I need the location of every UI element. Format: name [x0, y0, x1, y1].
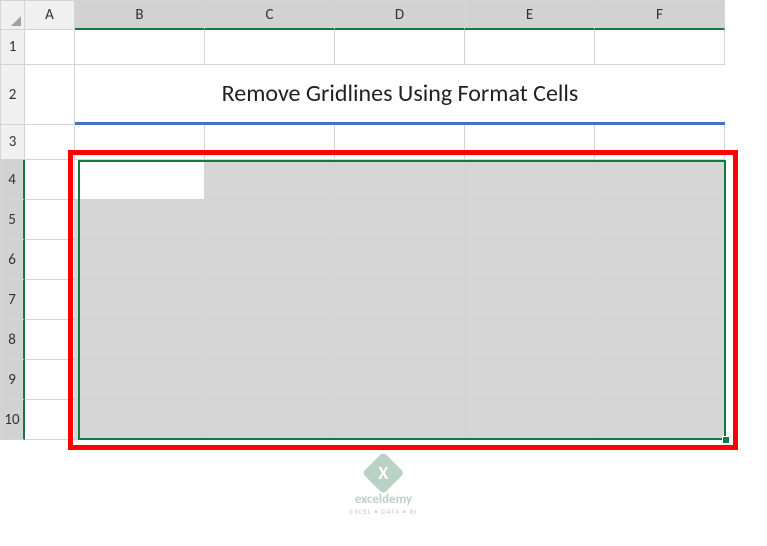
- cell-a1[interactable]: [25, 30, 75, 65]
- cell-c9[interactable]: [205, 360, 335, 400]
- col-header-d[interactable]: D: [335, 0, 465, 30]
- row-header-5[interactable]: 5: [0, 200, 25, 240]
- cell-d6[interactable]: [335, 240, 465, 280]
- cell-f6[interactable]: [595, 240, 725, 280]
- cell-c4[interactable]: [205, 160, 335, 200]
- select-all-corner[interactable]: [0, 0, 25, 30]
- cell-c7[interactable]: [205, 280, 335, 320]
- cell-a2[interactable]: [25, 65, 75, 125]
- cell-a4[interactable]: [25, 160, 75, 200]
- cell-c1[interactable]: [205, 30, 335, 65]
- cell-f8[interactable]: [595, 320, 725, 360]
- cell-f5[interactable]: [595, 200, 725, 240]
- cell-d10[interactable]: [335, 400, 465, 440]
- cell-e7[interactable]: [465, 280, 595, 320]
- cell-a7[interactable]: [25, 280, 75, 320]
- cell-d5[interactable]: [335, 200, 465, 240]
- row-header-3[interactable]: 3: [0, 125, 25, 160]
- cell-f7[interactable]: [595, 280, 725, 320]
- col-header-c[interactable]: C: [205, 0, 335, 30]
- cell-e6[interactable]: [465, 240, 595, 280]
- cell-f10[interactable]: [595, 400, 725, 440]
- row-header-6[interactable]: 6: [0, 240, 25, 280]
- cell-f4[interactable]: [595, 160, 725, 200]
- cell-f3[interactable]: [595, 125, 725, 160]
- cell-d9[interactable]: [335, 360, 465, 400]
- cell-c3[interactable]: [205, 125, 335, 160]
- cell-e10[interactable]: [465, 400, 595, 440]
- row-header-4[interactable]: 4: [0, 160, 25, 200]
- cell-a10[interactable]: [25, 400, 75, 440]
- cell-e4[interactable]: [465, 160, 595, 200]
- cell-f9[interactable]: [595, 360, 725, 400]
- cell-a9[interactable]: [25, 360, 75, 400]
- cell-b1[interactable]: [75, 30, 205, 65]
- row-header-7[interactable]: 7: [0, 280, 25, 320]
- cell-b8[interactable]: [75, 320, 205, 360]
- cell-c5[interactable]: [205, 200, 335, 240]
- cell-b3[interactable]: [75, 125, 205, 160]
- row-header-8[interactable]: 8: [0, 320, 25, 360]
- cell-d4[interactable]: [335, 160, 465, 200]
- col-header-b[interactable]: B: [75, 0, 205, 30]
- cell-a6[interactable]: [25, 240, 75, 280]
- cell-b6[interactable]: [75, 240, 205, 280]
- cell-e9[interactable]: [465, 360, 595, 400]
- watermark-logo-icon: [362, 452, 404, 494]
- cell-b10[interactable]: [75, 400, 205, 440]
- col-header-f[interactable]: F: [595, 0, 725, 30]
- cell-b9[interactable]: [75, 360, 205, 400]
- cell-d8[interactable]: [335, 320, 465, 360]
- watermark-brand: exceldemy: [355, 492, 412, 507]
- cell-c8[interactable]: [205, 320, 335, 360]
- cell-b7[interactable]: [75, 280, 205, 320]
- cell-a8[interactable]: [25, 320, 75, 360]
- selection-handle[interactable]: [722, 436, 730, 444]
- cell-e1[interactable]: [465, 30, 595, 65]
- row-header-9[interactable]: 9: [0, 360, 25, 400]
- cell-e3[interactable]: [465, 125, 595, 160]
- cell-b4[interactable]: [75, 160, 205, 200]
- watermark-tagline: EXCEL • DATA • BI: [350, 507, 417, 516]
- cell-c10[interactable]: [205, 400, 335, 440]
- watermark: exceldemy EXCEL • DATA • BI: [350, 458, 417, 516]
- row-header-2[interactable]: 2: [0, 65, 25, 125]
- cell-b5[interactable]: [75, 200, 205, 240]
- cell-c6[interactable]: [205, 240, 335, 280]
- row-header-1[interactable]: 1: [0, 30, 25, 65]
- cell-d3[interactable]: [335, 125, 465, 160]
- cell-e5[interactable]: [465, 200, 595, 240]
- cell-e8[interactable]: [465, 320, 595, 360]
- cell-a3[interactable]: [25, 125, 75, 160]
- title-cell[interactable]: Remove Gridlines Using Format Cells: [75, 65, 725, 125]
- row-header-10[interactable]: 10: [0, 400, 25, 440]
- cell-f1[interactable]: [595, 30, 725, 65]
- cell-d1[interactable]: [335, 30, 465, 65]
- col-header-e[interactable]: E: [465, 0, 595, 30]
- cell-d7[interactable]: [335, 280, 465, 320]
- cell-a5[interactable]: [25, 200, 75, 240]
- col-header-a[interactable]: A: [25, 0, 75, 30]
